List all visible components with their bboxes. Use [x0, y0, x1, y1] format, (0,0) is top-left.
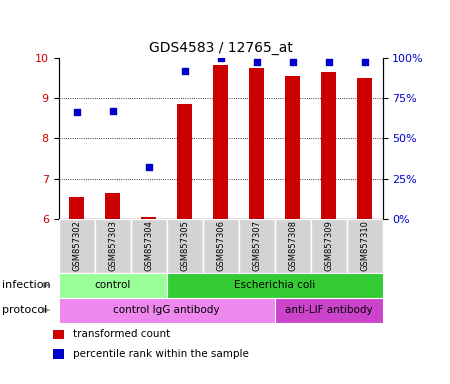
Bar	[310, 219, 346, 273]
Point	[217, 55, 224, 61]
Bar	[166, 273, 382, 298]
Bar	[53, 329, 64, 339]
Text: GSM857305: GSM857305	[180, 220, 189, 271]
Text: control: control	[94, 280, 130, 290]
Bar	[202, 219, 238, 273]
Bar	[105, 193, 120, 219]
Bar	[177, 104, 192, 219]
Point	[181, 68, 188, 74]
Text: anti-LIF antibody: anti-LIF antibody	[285, 305, 372, 315]
Text: protocol: protocol	[2, 305, 48, 315]
Bar	[58, 273, 166, 298]
Text: control IgG antibody: control IgG antibody	[113, 305, 220, 315]
Bar	[321, 72, 336, 219]
Bar	[58, 298, 274, 323]
Bar	[166, 219, 202, 273]
Text: transformed count: transformed count	[73, 329, 170, 339]
Polygon shape	[43, 282, 51, 288]
Bar	[130, 219, 166, 273]
Bar	[213, 65, 228, 219]
Title: GDS4583 / 12765_at: GDS4583 / 12765_at	[148, 41, 292, 55]
Text: GSM857306: GSM857306	[216, 220, 225, 271]
Point	[73, 109, 80, 116]
Bar	[274, 219, 310, 273]
Bar	[346, 219, 382, 273]
Text: GSM857303: GSM857303	[108, 220, 117, 271]
Bar	[69, 197, 84, 219]
Text: GSM857309: GSM857309	[324, 220, 333, 271]
Point	[253, 60, 260, 66]
Bar	[53, 349, 64, 359]
Bar	[238, 219, 274, 273]
Polygon shape	[43, 307, 51, 313]
Text: GSM857304: GSM857304	[144, 220, 153, 271]
Point	[361, 60, 368, 66]
Bar	[285, 76, 300, 219]
Bar	[249, 68, 264, 219]
Text: GSM857302: GSM857302	[72, 220, 81, 271]
Point	[289, 60, 296, 66]
Text: infection: infection	[2, 280, 51, 290]
Point	[109, 108, 116, 114]
Bar	[58, 219, 94, 273]
Text: Escherichia coli: Escherichia coli	[234, 280, 315, 290]
Point	[145, 164, 152, 170]
Bar	[357, 78, 372, 219]
Text: percentile rank within the sample: percentile rank within the sample	[73, 349, 249, 359]
Bar	[94, 219, 130, 273]
Bar	[274, 298, 382, 323]
Point	[325, 60, 332, 66]
Text: GSM857310: GSM857310	[360, 220, 369, 271]
Bar	[141, 217, 156, 219]
Text: GSM857308: GSM857308	[288, 220, 297, 271]
Text: GSM857307: GSM857307	[252, 220, 261, 271]
